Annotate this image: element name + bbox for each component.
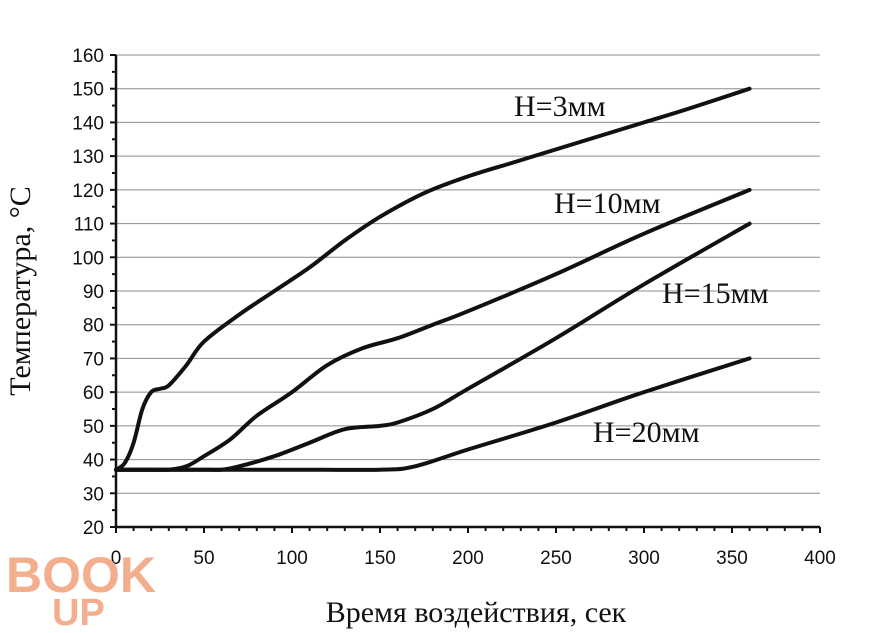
series-label-3: H=15мм: [662, 277, 769, 310]
y-tick-label-160: 160: [72, 46, 104, 67]
x-tick-label-400: 400: [804, 548, 836, 569]
x-tick-label-350: 350: [716, 548, 748, 569]
y-tick-label-140: 140: [72, 113, 104, 134]
y-tick-label-130: 130: [72, 147, 104, 168]
y-tick-label-80: 80: [83, 316, 104, 337]
series-label-1: H=3мм: [514, 90, 606, 123]
x-tick-label-300: 300: [628, 548, 660, 569]
logo-text-up: UP: [52, 592, 105, 633]
y-tick-label-90: 90: [83, 282, 104, 303]
series-label-2: H=10мм: [554, 187, 661, 220]
y-tick-label-120: 120: [72, 181, 104, 202]
y-tick-label-60: 60: [83, 383, 104, 404]
x-axis-title: Время воздействия, сек: [326, 596, 627, 629]
series-line-1: [114, 86, 752, 472]
series-label-4: H=20мм: [593, 416, 700, 449]
y-tick-label-150: 150: [72, 80, 104, 101]
y-tick-label-110: 110: [74, 215, 104, 236]
series-lines: [114, 86, 752, 472]
logo-text-book: BOOK: [6, 547, 156, 603]
y-tick-label-20: 20: [83, 518, 104, 539]
x-tick-label-200: 200: [452, 548, 484, 569]
tick-labels: 20 30 40 50 60 70 80 90 100 110 120 130 140 150 160 0 50…: [72, 46, 836, 569]
x-tick-label-50: 50: [193, 548, 214, 569]
axes: [110, 54, 821, 533]
series-line-4: [114, 356, 752, 472]
series-labels: H=3мм H=10мм H=15мм H=20мм: [514, 90, 769, 449]
y-tick-label-40: 40: [83, 451, 104, 472]
x-tick-label-0: 0: [111, 548, 122, 569]
x-tick-label-250: 250: [540, 548, 572, 569]
y-tick-label-100: 100: [72, 248, 104, 269]
y-tick-label-70: 70: [83, 349, 104, 370]
x-tick-label-100: 100: [276, 548, 308, 569]
bookup-logo: BOOK UP: [6, 547, 156, 633]
grid-lines: [116, 54, 820, 494]
y-tick-label-30: 30: [83, 484, 104, 505]
y-tick-label-50: 50: [83, 417, 104, 438]
y-axis-title: Температура, °С: [4, 186, 37, 395]
x-tick-label-150: 150: [364, 548, 396, 569]
